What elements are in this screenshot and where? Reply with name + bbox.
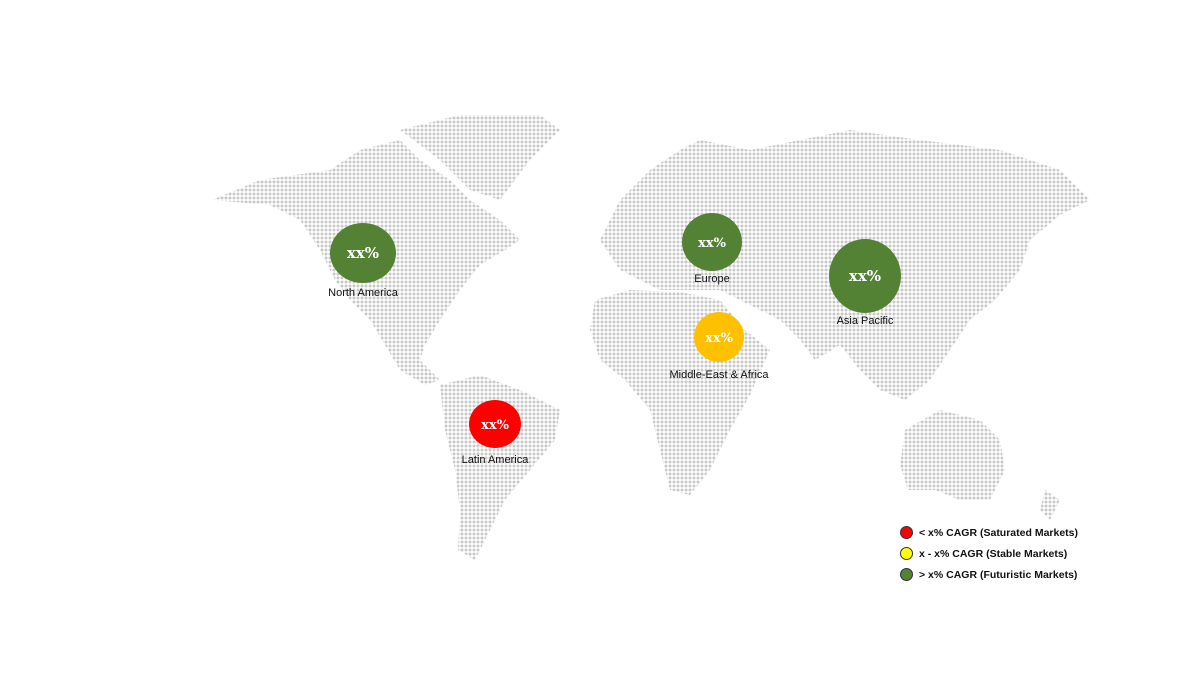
legend-swatch-yellow (900, 547, 913, 560)
region-marker-latin-america: xx% Latin America (462, 400, 530, 466)
region-label: Asia Pacific (837, 315, 894, 327)
legend-label: < x% CAGR (Saturated Markets) (919, 526, 1079, 539)
legend-label: x - x% CAGR (Stable Markets) (919, 547, 1068, 560)
legend-swatch-green (900, 568, 913, 581)
region-value: xx% (705, 331, 734, 346)
region-label: Europe (694, 273, 729, 285)
region-bubble (829, 239, 901, 313)
region-bubble (469, 400, 521, 448)
region-value: xx% (698, 236, 727, 251)
region-bubble (682, 213, 742, 271)
region-marker-europe: xx% Europe (682, 213, 742, 285)
region-label: Latin America (462, 454, 530, 466)
landmass-australia (900, 410, 1005, 500)
landmass-africa (590, 290, 770, 495)
region-marker-asia-pacific: xx% Asia Pacific (829, 239, 901, 327)
region-value: xx% (347, 244, 379, 262)
legend-item-futuristic: > x% CAGR (Futuristic Markets) (900, 564, 1078, 585)
legend-label: > x% CAGR (Futuristic Markets) (919, 568, 1078, 581)
legend-swatch-red (900, 526, 913, 539)
region-label: North America (328, 287, 399, 299)
legend: < x% CAGR (Saturated Markets) x - x% CAG… (900, 522, 1078, 585)
legend-item-stable: x - x% CAGR (Stable Markets) (900, 543, 1078, 564)
region-bubble (694, 312, 744, 362)
region-marker-middle-east-africa: xx% Middle-East & Africa (669, 312, 769, 381)
region-bubble (330, 223, 396, 283)
landmass-greenland (400, 115, 560, 200)
region-marker-north-america: xx% North America (328, 223, 399, 299)
legend-item-saturated: < x% CAGR (Saturated Markets) (900, 522, 1078, 543)
region-value: xx% (849, 267, 881, 285)
region-value: xx% (481, 418, 510, 433)
landmass-new-zealand (1040, 490, 1060, 520)
region-label: Middle-East & Africa (669, 369, 769, 381)
